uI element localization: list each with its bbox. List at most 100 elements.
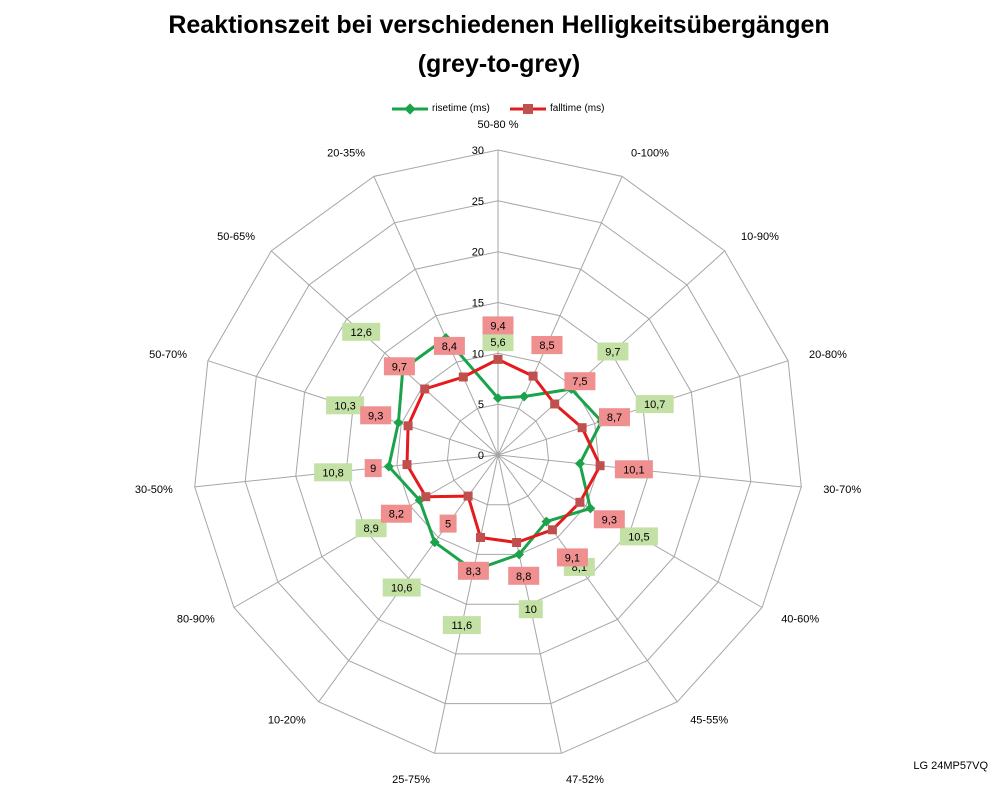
falltime-data-label-12: 9,3 [368,410,383,422]
falltime-data-label-8-bg [457,561,489,580]
category-label-8: 25-75% [392,774,430,786]
risetime-data-label-9-bg [382,578,421,597]
falltime-data-label-13: 9,7 [392,361,407,373]
risetime-data-label-12-bg [326,396,365,415]
falltime-data-label-13-bg [383,357,415,376]
risetime-point-11 [383,461,394,472]
falltime-point-9 [463,491,473,501]
falltime-point-0 [493,354,503,364]
falltime-data-label-3: 8,7 [607,412,622,424]
falltime-data-label-5-bg [593,510,625,529]
falltime-data-label-5: 9,3 [602,514,617,526]
falltime-data-label-14: 8,4 [442,341,457,353]
falltime-data-label-12-bg [360,406,392,425]
risetime-data-label-8: 11,6 [452,620,473,632]
falltime-point-2 [550,399,560,409]
legend-label-risetime: risetime (ms) [432,103,490,114]
grid-spoke-8 [434,454,499,754]
legend-swatch-risetime [392,103,428,115]
grid-ring-30 [194,149,802,754]
risetime-data-label-10-bg [355,519,387,538]
risetime-point-4 [574,458,585,469]
series-line-1 [405,357,602,544]
falltime-data-label-8: 8,3 [466,566,481,578]
risetime-point-7 [514,549,525,560]
falltime-data-label-3-bg [599,408,630,427]
grid-spoke-13 [270,250,499,456]
grid-spoke-1 [497,176,623,456]
tick-label-25: 25 [472,196,484,208]
grid-ring-15 [345,301,651,605]
grid-ring-25 [244,200,752,705]
risetime-point-12 [393,417,404,428]
grid-spoke-6 [497,454,678,703]
falltime-point-4 [595,461,605,471]
falltime-point-12 [403,421,413,431]
falltime-data-label-2: 7,5 [572,376,587,388]
category-label-14: 20-35% [327,147,365,159]
risetime-data-label-10: 8,9 [363,523,378,535]
risetime-data-label-12: 10,3 [334,400,355,412]
category-label-0: 50-80 % [478,119,519,131]
falltime-data-label-0: 9,4 [490,320,505,332]
risetime-data-label-2: 9,7 [605,347,620,359]
grid-spoke-14 [373,176,499,456]
risetime-data-label-11: 10,8 [322,467,343,479]
falltime-data-label-2-bg [564,372,596,391]
falltime-point-10 [421,492,431,502]
falltime-data-label-11-bg [364,459,382,478]
chart-title-line1: Reaktionszeit bei verschiedenen Helligke… [168,11,830,39]
falltime-point-8 [476,533,485,542]
grid-ring-10 [396,352,600,555]
falltime-point-14 [458,372,468,382]
risetime-data-label-13-bg [342,322,381,341]
falltime-data-label-14-bg [433,336,465,355]
category-label-5: 40-60% [781,614,819,626]
falltime-data-label-0-bg [482,316,514,335]
category-label-13: 50-65% [217,231,255,243]
falltime-point-11 [402,460,412,470]
category-label-1: 0-100% [631,147,669,159]
risetime-point-1 [519,391,530,402]
risetime-data-label-5: 10,5 [628,531,649,543]
falltime-data-label-7-bg [508,566,540,585]
falltime-point-1 [528,371,538,381]
risetime-data-label-13: 12,6 [350,327,371,339]
risetime-data-label-0: 5,6 [490,337,505,349]
falltime-data-label-1: 8,5 [539,340,554,352]
risetime-data-label-2-bg [597,342,629,361]
risetime-data-label-5-bg [619,527,658,546]
tick-label-5: 5 [478,399,484,411]
tick-label-10: 10 [472,348,484,360]
falltime-data-label-10-bg [380,504,412,523]
category-label-12: 50-70% [149,349,187,361]
risetime-point-0 [493,393,503,404]
falltime-point-13 [420,384,430,394]
falltime-data-label-4-bg [614,460,653,479]
series-line-0 [387,336,603,572]
falltime-point-6 [547,525,557,535]
category-label-10: 80-90% [177,614,215,626]
falltime-point-5 [575,497,585,507]
falltime-data-label-9: 5 [445,519,451,531]
falltime-point-7 [512,538,522,547]
category-label-11: 30-50% [135,484,173,496]
falltime-data-label-7: 8,8 [516,571,531,583]
legend-swatch-falltime [510,104,546,114]
falltime-data-label-10: 8,2 [389,509,404,521]
legend-label-falltime: falltime (ms) [550,103,605,114]
falltime-point-3 [577,423,587,433]
chart-title: Reaktionszeit bei verschiedenen Helligke… [0,6,998,84]
falltime-data-label-4: 10,1 [623,464,644,476]
falltime-data-label-6-bg [556,548,588,567]
grid-ring-5 [446,403,550,506]
risetime-data-label-7-bg [518,600,543,619]
category-label-7: 47-52% [566,774,604,786]
category-label-6: 45-55% [690,715,728,727]
falltime-data-label-11: 9 [370,463,376,475]
risetime-point-6 [541,516,552,527]
legend: risetime (ms) falltime (ms) [0,100,998,118]
tick-label-15: 15 [472,298,484,310]
falltime-data-label-9-bg [439,514,457,533]
